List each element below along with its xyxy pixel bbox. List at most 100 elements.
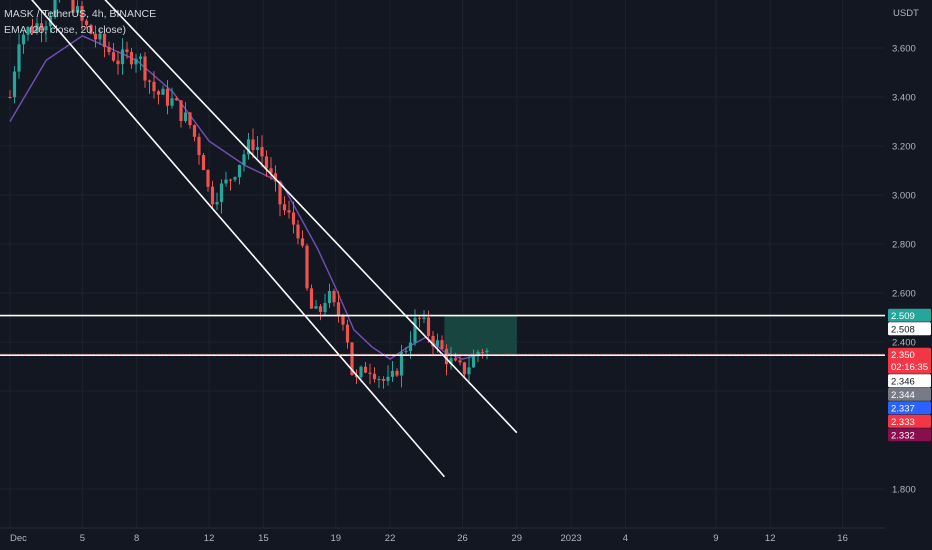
price-badge xyxy=(888,401,931,415)
price-badge-label: 2.344 xyxy=(891,390,915,401)
candle-body xyxy=(30,27,35,33)
candle-body xyxy=(332,290,336,303)
candle-body xyxy=(53,0,57,18)
candle-body xyxy=(282,204,287,211)
candle-body xyxy=(377,379,381,381)
candlesticks xyxy=(8,0,489,389)
candle-body xyxy=(138,56,143,59)
candle-body xyxy=(372,373,377,380)
candle-body xyxy=(309,288,314,309)
candle-body xyxy=(246,139,251,155)
channel-upper-line xyxy=(104,0,518,434)
candle-body xyxy=(444,348,449,365)
candle-body xyxy=(395,370,399,376)
candle-body xyxy=(453,358,458,361)
candle-body xyxy=(300,238,305,246)
price-badge-label: 2.333 xyxy=(891,417,915,428)
time-axis[interactable]: Dec 5 8 12 15 19 22 26 29 2023 4 9 12 16 xyxy=(0,527,885,544)
candle-body xyxy=(201,155,206,171)
candle-body xyxy=(39,23,44,31)
x-tick-label: Dec xyxy=(10,533,27,544)
x-tick-label: 16 xyxy=(837,533,848,544)
candle-body xyxy=(413,317,417,343)
candle-body xyxy=(35,23,39,33)
candle-body xyxy=(26,27,30,35)
candle-body xyxy=(102,33,107,47)
candle-body xyxy=(116,60,120,65)
candle-body xyxy=(183,112,188,122)
candle-body xyxy=(165,88,170,106)
candle-body xyxy=(179,100,183,122)
x-tick-label: 12 xyxy=(204,533,215,544)
price-badge-label: 2.508 xyxy=(891,324,915,335)
candle-body xyxy=(170,98,174,106)
y-tick-label: 3.000 xyxy=(892,191,916,202)
x-tick-label: 26 xyxy=(457,533,468,544)
price-badge-countdown: 02:16:35 xyxy=(891,362,928,373)
candle-body xyxy=(269,168,273,174)
price-badge xyxy=(888,308,931,322)
candle-body xyxy=(71,0,75,13)
candle-body xyxy=(323,302,327,313)
x-tick-label: 8 xyxy=(134,533,139,544)
candle-body xyxy=(260,147,264,157)
price-badge-label: 2.346 xyxy=(891,376,915,387)
candle-body xyxy=(426,317,431,336)
candle-body xyxy=(129,51,134,65)
target-zone[interactable] xyxy=(444,315,517,355)
candle-body xyxy=(467,367,471,375)
y-tick-label: 3.200 xyxy=(892,142,916,153)
candle-body xyxy=(210,186,215,205)
candle-body xyxy=(12,71,17,98)
candle-body xyxy=(485,350,489,353)
candle-body xyxy=(156,91,161,95)
y-tick-label: 3.400 xyxy=(892,93,916,104)
candle-body xyxy=(273,173,278,182)
candle-body xyxy=(368,372,372,374)
x-tick-label: 15 xyxy=(258,533,269,544)
candle-body xyxy=(134,58,138,65)
candle-body xyxy=(449,358,453,365)
candle-body xyxy=(80,6,84,21)
candle-body xyxy=(120,49,125,65)
candle-body xyxy=(345,324,350,343)
candle-body xyxy=(327,290,332,303)
candle-body xyxy=(21,34,26,45)
price-badge-label: 2.350 xyxy=(891,350,915,361)
candle-body xyxy=(480,351,485,353)
candle-body xyxy=(147,80,152,82)
candle-body xyxy=(242,154,246,165)
candle-body xyxy=(462,362,467,375)
candle-body xyxy=(381,379,386,381)
candle-body xyxy=(440,340,444,349)
candle-body xyxy=(219,183,224,203)
candle-body xyxy=(458,360,462,363)
candle-body xyxy=(363,366,368,373)
price-badge xyxy=(888,387,931,401)
candle-body xyxy=(296,224,300,239)
target-box xyxy=(444,315,517,355)
trend-drawings[interactable] xyxy=(0,0,885,478)
candle-body xyxy=(251,139,255,151)
x-tick-label: 29 xyxy=(512,533,523,544)
candle-body xyxy=(350,342,354,376)
candle-body xyxy=(98,33,102,40)
price-badge-label: 2.337 xyxy=(891,403,915,414)
candle-body xyxy=(161,88,165,95)
candle-body xyxy=(143,56,147,81)
ema-series xyxy=(9,35,481,360)
candle-body xyxy=(84,20,89,25)
candle-body xyxy=(44,26,48,31)
y-tick-label: 1.800 xyxy=(892,485,916,496)
candle-body xyxy=(408,342,413,352)
currency-label: USDT xyxy=(893,8,919,19)
candle-body xyxy=(89,24,93,34)
x-tick-label: 5 xyxy=(80,533,85,544)
candle-body xyxy=(264,156,269,169)
price-badge-label: 2.332 xyxy=(891,430,915,441)
y-tick-label: 2.400 xyxy=(892,338,916,349)
y-tick-label: 2.800 xyxy=(892,240,916,251)
grid xyxy=(0,0,885,528)
candle-body xyxy=(111,52,116,61)
